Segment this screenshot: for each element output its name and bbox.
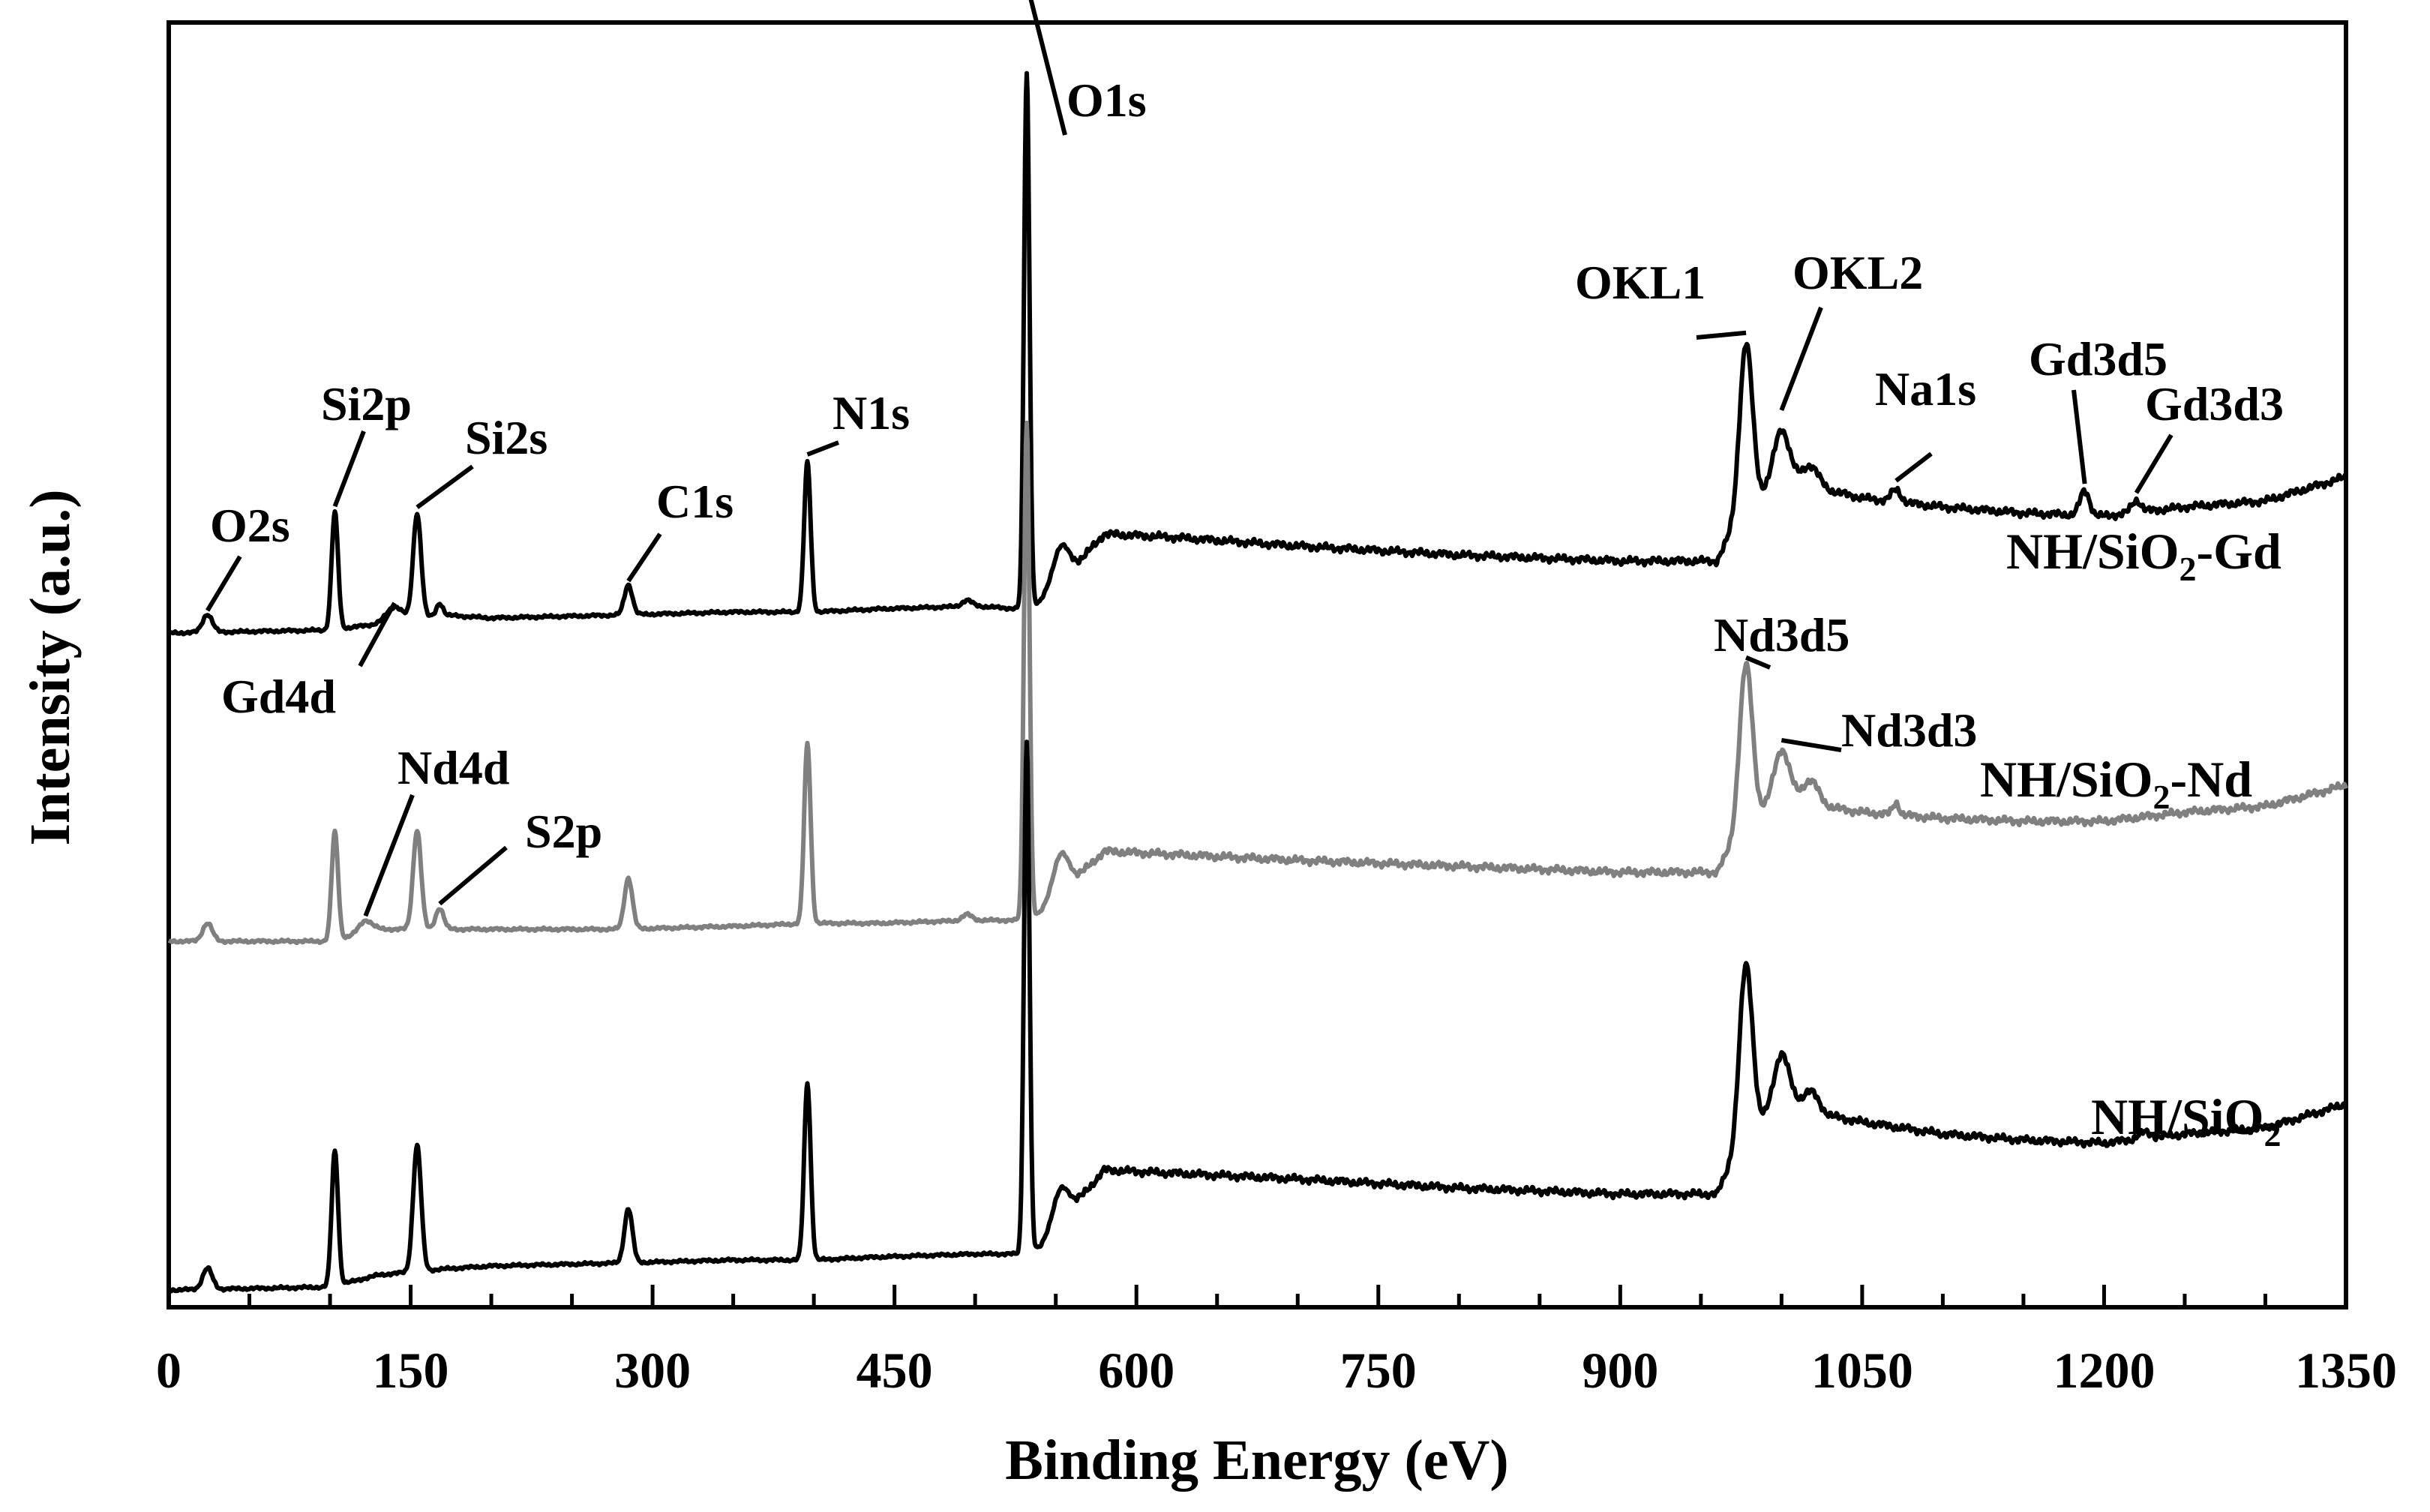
annotation-leader bbox=[416, 464, 474, 509]
x-tick-label: 1050 bbox=[1811, 1342, 1913, 1399]
annotation-leader bbox=[806, 440, 840, 457]
peak-label-o2s: O2s bbox=[210, 499, 290, 552]
x-tick-label: 600 bbox=[1098, 1342, 1174, 1399]
x-axis-ticks bbox=[166, 1285, 2348, 1307]
annotation-leader bbox=[332, 430, 366, 508]
x-tick-label: 0 bbox=[156, 1342, 182, 1399]
annotation-leader bbox=[1696, 330, 1747, 340]
peak-label-gd3d5: Gd3d5 bbox=[2029, 332, 2168, 386]
annotation-leader bbox=[626, 532, 662, 583]
annotation-leaders bbox=[206, 0, 2174, 917]
x-tick-label: 300 bbox=[614, 1342, 691, 1399]
peak-label-si2s: Si2s bbox=[465, 411, 548, 464]
peak-label-nd3d5: Nd3d5 bbox=[1714, 608, 1850, 662]
annotation-leader bbox=[1780, 737, 1842, 752]
peak-label-gd4d: Gd4d bbox=[221, 670, 336, 723]
annotation-leader bbox=[363, 794, 415, 917]
series-label-nh-sio2-nd: NH/SiO2-Nd bbox=[1980, 751, 2252, 816]
x-tick-label: 900 bbox=[1582, 1342, 1658, 1399]
peak-label-okl1: OKL1 bbox=[1575, 256, 1706, 309]
annotation-leader bbox=[438, 845, 508, 906]
x-axis-tick-labels: 0 150 300 450 600 750 900 1050 1200 1350 bbox=[156, 1342, 2397, 1399]
peak-label-na1s: Na1s bbox=[1875, 362, 1976, 416]
annotation-leader bbox=[2072, 389, 2087, 484]
peak-label-s2p: S2p bbox=[525, 805, 602, 858]
annotation-leader bbox=[2134, 434, 2174, 494]
annotation-leader bbox=[1779, 306, 1823, 412]
spectrum-nh-sio2-nd bbox=[167, 420, 2348, 946]
spectrum-nh-sio2-gd bbox=[167, 70, 2348, 637]
x-tick-label: 1200 bbox=[2053, 1342, 2155, 1399]
annotation-leader bbox=[358, 602, 397, 668]
spectrum-lines bbox=[167, 70, 2348, 1294]
x-tick-label: 1350 bbox=[2295, 1342, 2397, 1399]
spectrum-nh-sio2 bbox=[167, 740, 2348, 1294]
annotation-leader bbox=[1744, 655, 1772, 670]
peak-label-n1s: N1s bbox=[832, 386, 910, 440]
peak-label-nd4d: Nd4d bbox=[398, 741, 509, 794]
peak-label-okl2: OKL2 bbox=[1792, 246, 1923, 299]
series-label-nh-sio2: NH/SiO2 bbox=[2091, 1088, 2282, 1154]
series-label-nh-sio2-gd: NH/SiO2-Gd bbox=[2006, 523, 2282, 588]
peak-label-o1s: O1s bbox=[1066, 74, 1147, 127]
peak-label-nd3d3: Nd3d3 bbox=[1841, 704, 1977, 757]
x-tick-label: 150 bbox=[373, 1342, 449, 1399]
x-tick-label: 450 bbox=[856, 1342, 933, 1399]
annotation-leader bbox=[1894, 452, 1933, 483]
plot-frame bbox=[166, 20, 2348, 1310]
annotation-leader bbox=[206, 555, 242, 612]
peak-label-si2p: Si2p bbox=[321, 377, 412, 430]
x-tick-label: 750 bbox=[1340, 1342, 1417, 1399]
x-axis-title: Binding Energy (eV) bbox=[1005, 1429, 1508, 1492]
peak-label-c1s: C1s bbox=[656, 475, 734, 528]
peak-label-gd3d3: Gd3d3 bbox=[2145, 377, 2284, 430]
y-axis-title: Intensity (a.u.) bbox=[19, 489, 82, 845]
annotation-leader bbox=[1028, 0, 1067, 136]
